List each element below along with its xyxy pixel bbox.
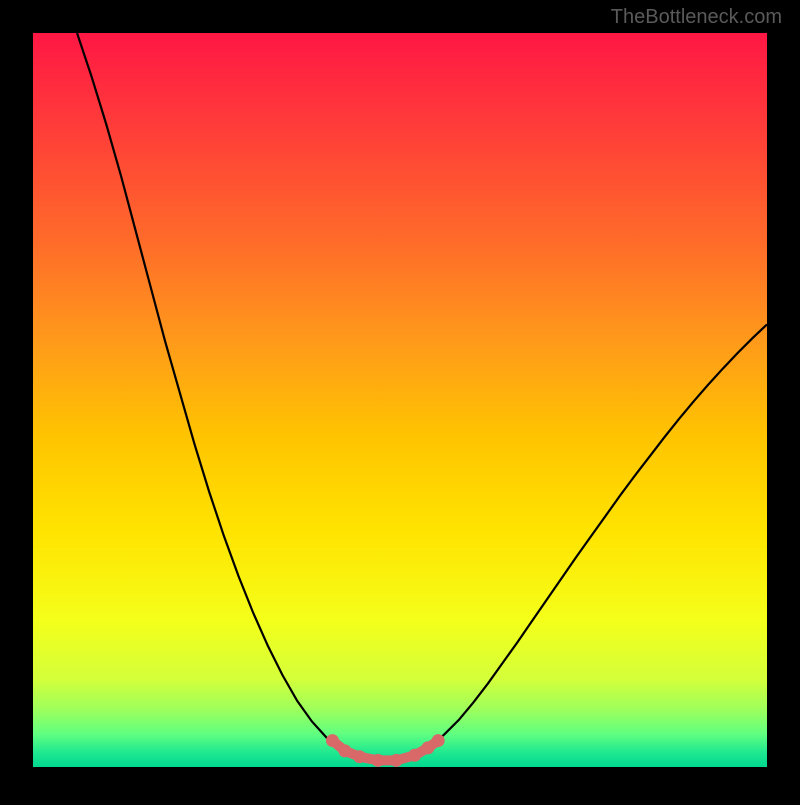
chart-svg bbox=[0, 0, 800, 800]
highlight-marker bbox=[390, 754, 403, 767]
highlight-marker bbox=[338, 744, 351, 757]
highlight-marker bbox=[432, 734, 445, 747]
bottleneck-chart bbox=[0, 0, 800, 800]
highlight-marker bbox=[353, 750, 366, 763]
highlight-marker bbox=[326, 734, 339, 747]
watermark-text: TheBottleneck.com bbox=[611, 6, 782, 29]
plot-background bbox=[33, 33, 767, 767]
highlight-marker bbox=[408, 749, 421, 762]
highlight-marker bbox=[371, 754, 384, 767]
